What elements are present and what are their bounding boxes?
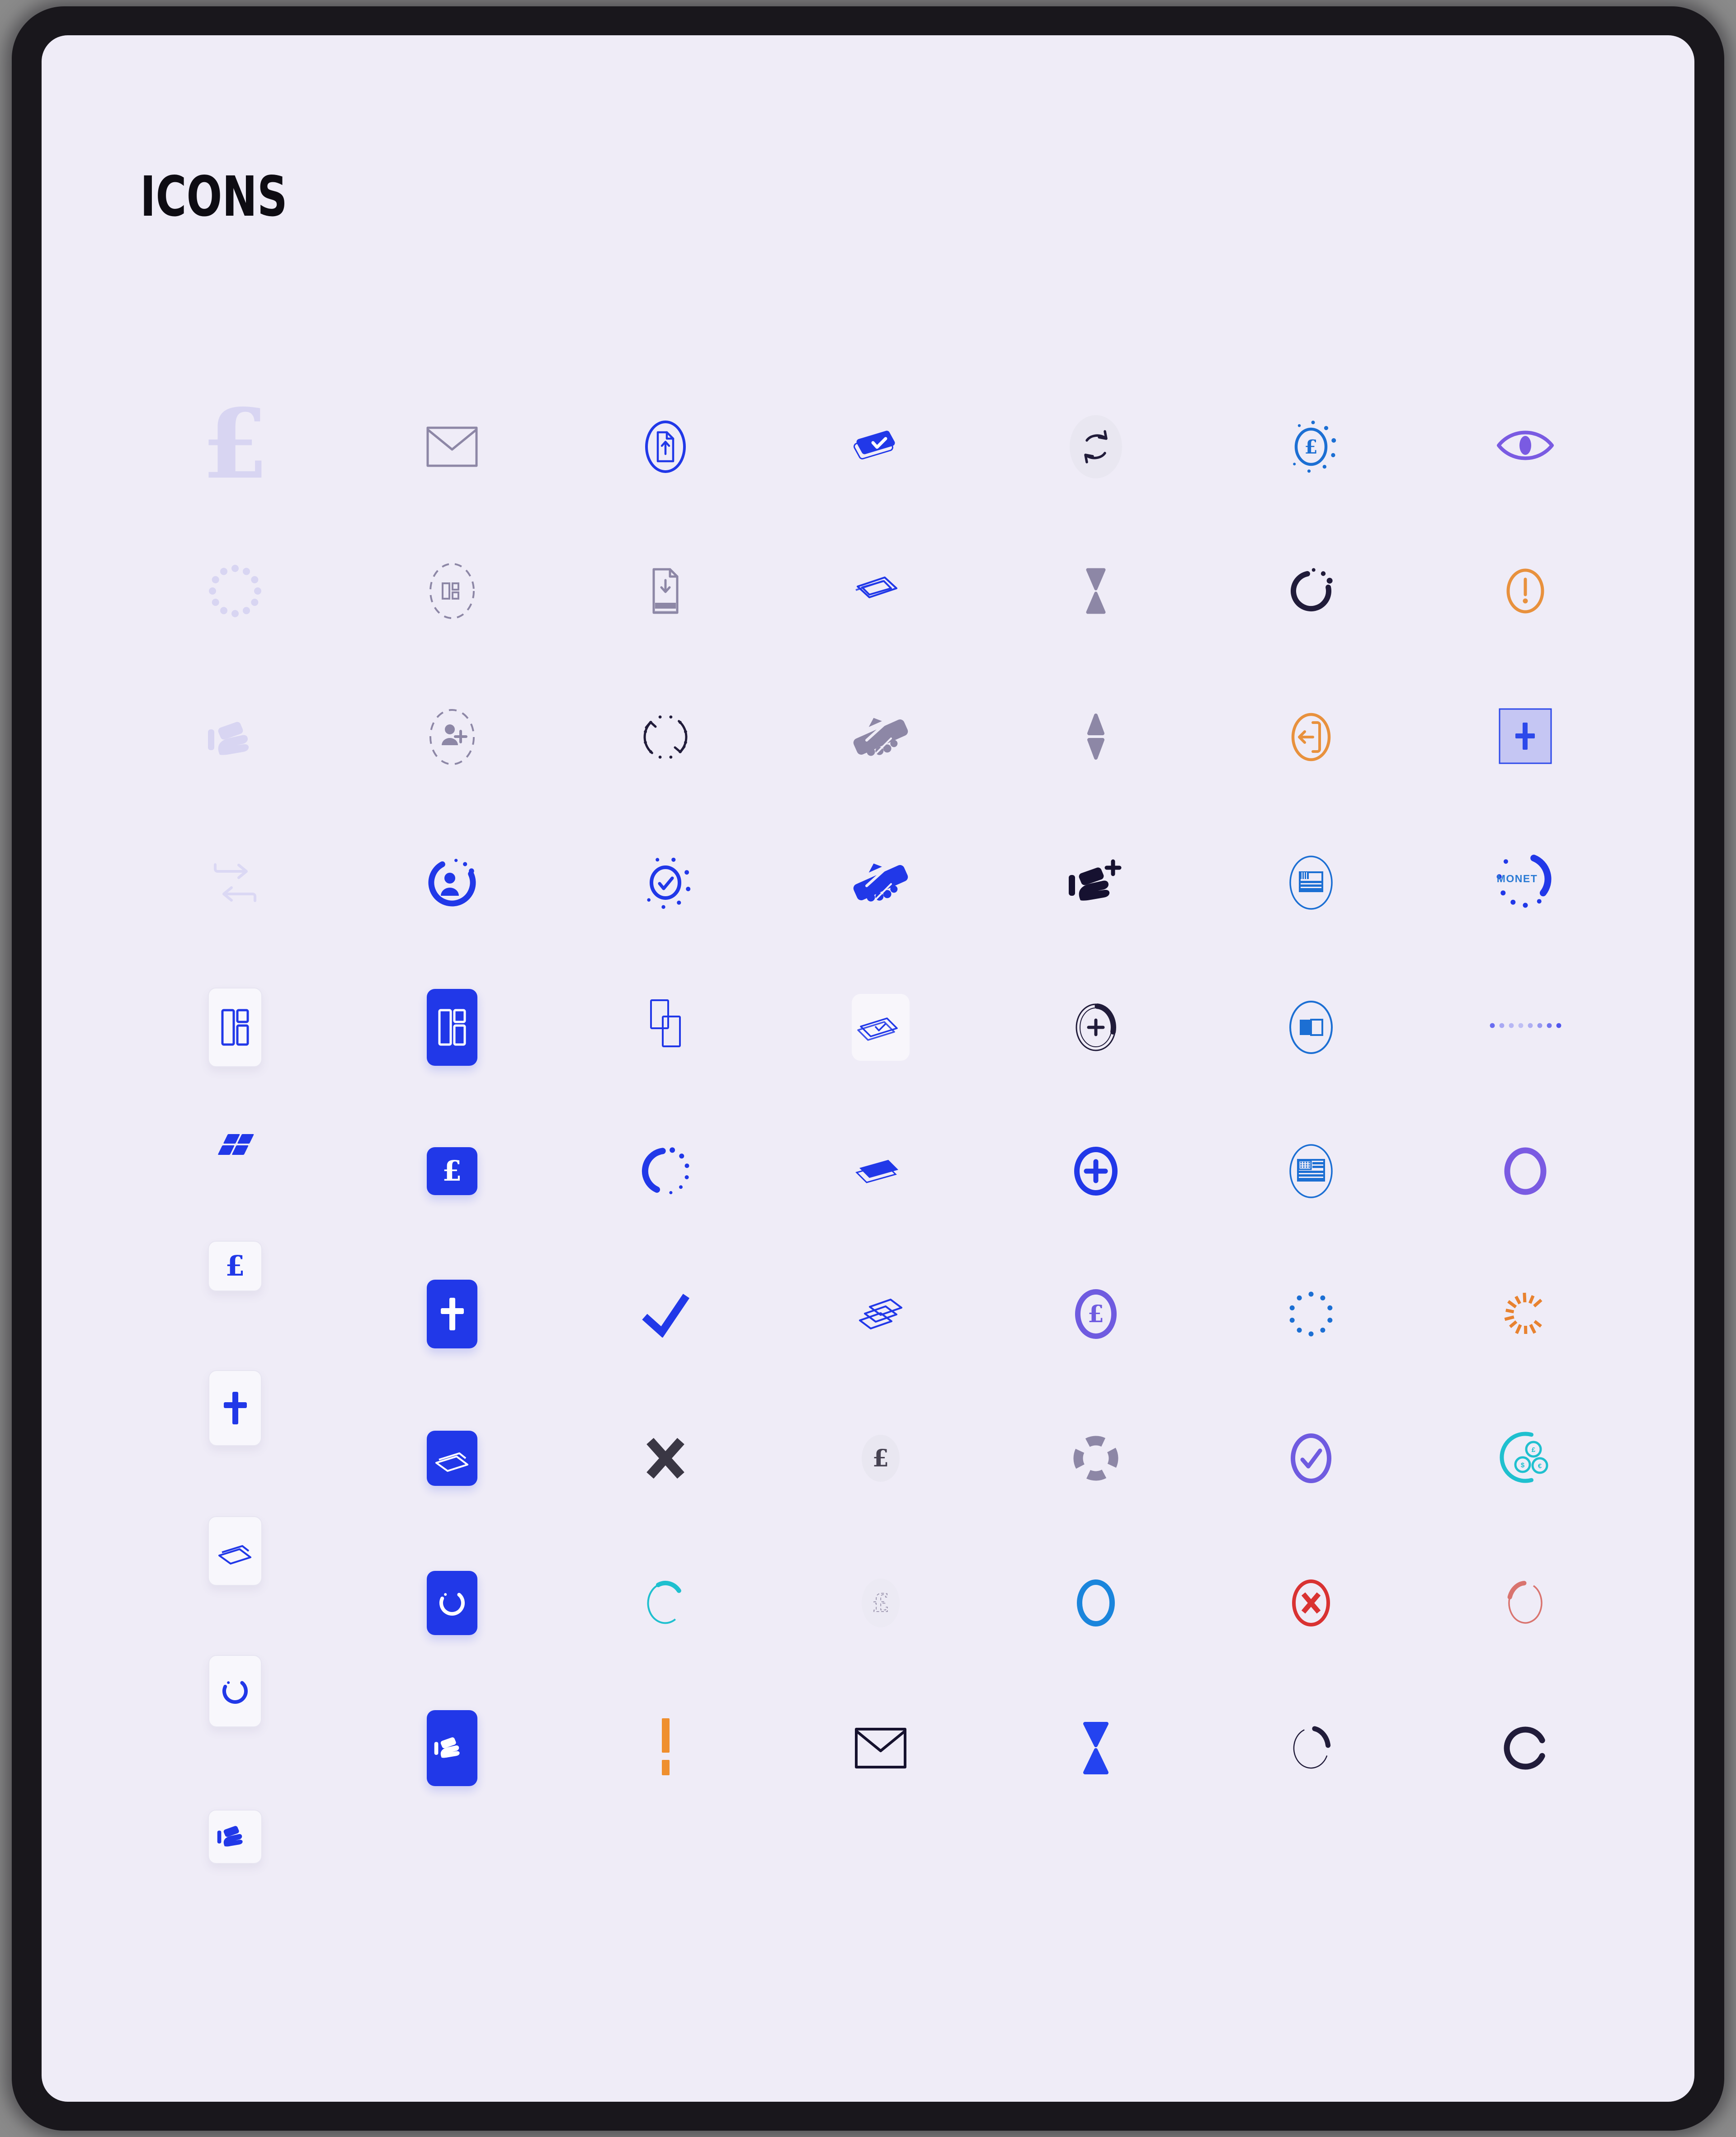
- spinner-tile-glyph: [208, 1655, 262, 1727]
- svg-text:£: £: [1532, 1446, 1536, 1454]
- transfer-arrows-faded-icon: [207, 855, 263, 911]
- spinner-salmon-icon: [1495, 1573, 1556, 1633]
- plus-tile-light-icon: [208, 1370, 262, 1446]
- add-card-button-icon: [1499, 708, 1552, 764]
- hourglass-gray-icon: [1077, 564, 1115, 618]
- spinner-arc-dots-blue-icon: [635, 1141, 696, 1201]
- hand-tile-light-icon: [208, 1810, 262, 1864]
- tilted-tiles-icon: [214, 1131, 256, 1164]
- icon-grid: £ £ £ £ £ £ £ MONET £ $ €: [42, 35, 1694, 2102]
- hourglass-blue-icon: [1074, 1719, 1118, 1777]
- pound-dashed-badge-icon: £: [850, 1568, 911, 1638]
- svg-text:€: €: [1538, 1462, 1542, 1470]
- add-user-dashed-icon: [422, 702, 482, 772]
- flag-statement-circle-icon: [1281, 848, 1341, 917]
- plus-tile-blue-icon: [427, 1280, 477, 1348]
- flag-us-circle-icon: [1281, 1136, 1341, 1206]
- pound-tile-glyph: £: [208, 1241, 262, 1291]
- card-check-outline-icon: [847, 990, 914, 1064]
- user-progress-circle-icon: [422, 852, 482, 913]
- plus-tile-glyph: [427, 1280, 477, 1348]
- hand-card-plus-icon: [1065, 857, 1127, 908]
- layers-stack-outline-icon: [853, 1291, 909, 1338]
- dotted-line-icon: [1487, 1020, 1564, 1031]
- pound-tile-glyph: £: [427, 1147, 477, 1195]
- hand-tile-glyph: [427, 1710, 477, 1786]
- download-document-icon: [640, 561, 691, 621]
- card-tile-light-icon: [208, 1516, 262, 1586]
- dotted-circle-faded-icon: [206, 562, 264, 620]
- pound-tile-light-icon: £: [208, 1241, 262, 1291]
- envelope-dark-icon: [853, 1725, 909, 1772]
- hand-tile-glyph: [208, 1810, 262, 1864]
- spinner-tile-light-icon: [208, 1655, 262, 1727]
- monet-loader-icon: MONET: [1488, 846, 1562, 920]
- check-mark-icon: [637, 1291, 693, 1338]
- layout-tile-glyph: [208, 988, 262, 1067]
- ring-purple-icon: [1495, 1139, 1556, 1204]
- spinner-plus-icon: [1066, 997, 1126, 1058]
- segmented-ring-icon: [1066, 1428, 1126, 1489]
- screen: ICONS £ £ £ £ £ £ £ MONET £ $ €: [42, 35, 1694, 2102]
- card-check-filled-icon: [851, 421, 910, 470]
- spinner-arc-dots-dark-icon: [1282, 562, 1340, 620]
- svg-text:£: £: [1304, 436, 1317, 458]
- pound-processing-circle-icon: £: [1279, 415, 1343, 478]
- layout-tile-blue-icon: [427, 989, 477, 1066]
- svg-text:MONET: MONET: [1497, 873, 1538, 884]
- clock-check-dots-icon: [634, 851, 697, 914]
- dashed-circle-layout-icon: [422, 556, 482, 626]
- x-circle-red-icon: [1281, 1568, 1341, 1638]
- handshake-blue-icon: [850, 856, 911, 909]
- envelope-outline-icon: [424, 423, 480, 470]
- upload-document-circle-icon: [635, 414, 696, 479]
- spinner-ring-dark-icon: [1495, 1718, 1556, 1778]
- layout-tile-glyph: [427, 989, 477, 1066]
- layout-tile-light-icon: [208, 988, 262, 1067]
- overlapping-frames-icon: [638, 997, 693, 1058]
- svg-text:$: $: [1521, 1461, 1525, 1469]
- cycle-dotted-arrows-icon: [635, 707, 696, 767]
- plus-tile-glyph: [208, 1370, 262, 1446]
- card-frame-circle-icon: [1281, 993, 1341, 1062]
- hand-tile-blue-icon: [427, 1710, 477, 1786]
- spinner-tile-glyph: [427, 1571, 477, 1635]
- exclamation-mark-icon: [651, 1716, 680, 1781]
- spinner-teal-icon: [635, 1573, 696, 1633]
- ring-sky-icon: [1066, 1570, 1126, 1636]
- sync-arrows-icon: [1063, 411, 1128, 482]
- handshake-gray-icon: [850, 710, 911, 764]
- spinner-tile-blue-icon: [427, 1571, 477, 1635]
- eye-icon: [1495, 422, 1556, 469]
- pound-badge-icon: £: [850, 1423, 911, 1493]
- page-title: ICONS: [140, 165, 288, 229]
- card-tile-blue-icon: [427, 1431, 477, 1486]
- svg-text:£: £: [1088, 1300, 1104, 1328]
- check-circle-purple-icon: [1281, 1423, 1341, 1493]
- sort-triangles-icon: [1075, 709, 1117, 765]
- card-flat-filled-icon: [851, 1150, 910, 1192]
- pound-tile-blue-icon: £: [427, 1147, 477, 1195]
- pound-symbol-faded-icon: £: [202, 388, 269, 501]
- svg-text:£: £: [872, 1589, 889, 1617]
- spinner-navy-icon: [1281, 1718, 1341, 1778]
- add-circle-icon: [1066, 1141, 1126, 1201]
- pound-ring-purple-icon: £: [1066, 1279, 1126, 1349]
- card-tile-glyph: [208, 1516, 262, 1586]
- alert-circle-icon: [1497, 558, 1553, 624]
- sunburst-spinner-icon: [1496, 1285, 1555, 1343]
- dots-circle-blue-icon: [1282, 1285, 1340, 1343]
- card-tile-glyph: [427, 1431, 477, 1486]
- logout-circle-icon: [1283, 704, 1339, 770]
- currency-coins-arc-icon: £ $ €: [1493, 1426, 1558, 1491]
- cards-stack-outline-icon: [851, 564, 910, 618]
- device-frame: ICONS £ £ £ £ £ £ £ MONET £ $ €: [12, 6, 1724, 2131]
- x-mark-icon: [637, 1430, 693, 1486]
- svg-text:£: £: [873, 1445, 889, 1472]
- hand-card-faded-icon: [204, 711, 266, 763]
